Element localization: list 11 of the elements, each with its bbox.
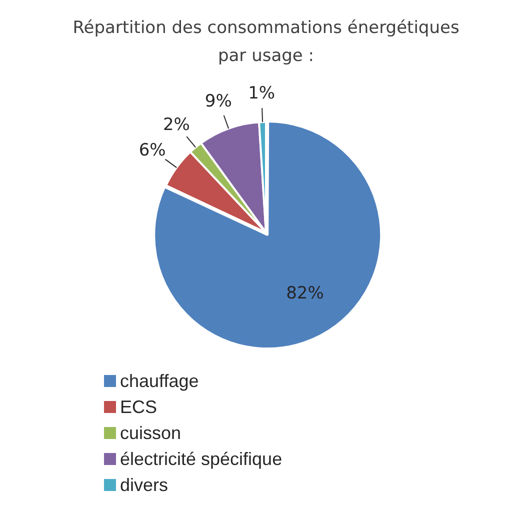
data-label: 1%: [248, 83, 276, 104]
data-label: 9%: [204, 92, 232, 112]
data-label: 6%: [138, 140, 166, 161]
legend-label: divers: [120, 474, 168, 496]
data-label: 2%: [162, 115, 190, 136]
legend-label: chauffage: [120, 370, 199, 392]
legend-label: électricité spécifique: [120, 448, 282, 470]
data-label: 82%: [286, 283, 324, 304]
chart-title: Répartition des consommations énergétiques par usage :: [72, 17, 460, 68]
legend-label: cuisson: [120, 422, 182, 444]
legend-label: ECS: [120, 396, 158, 418]
